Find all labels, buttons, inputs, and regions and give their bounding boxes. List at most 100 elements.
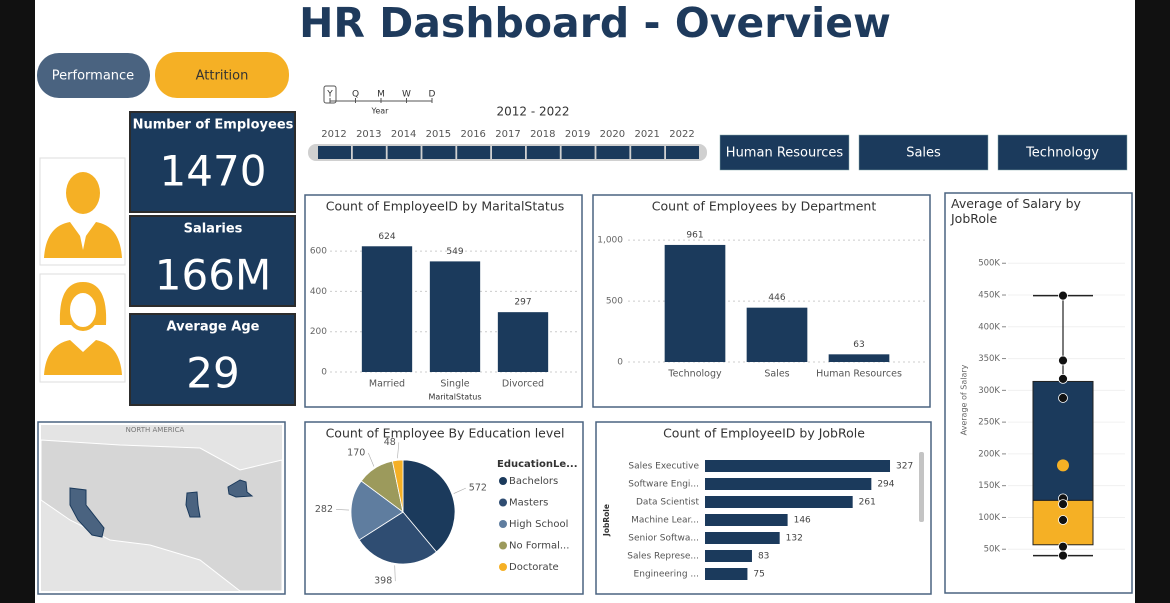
y-tick-label: Sales Executive (628, 462, 699, 472)
legend-label: No Formal... (509, 541, 569, 552)
granularity-option[interactable]: D (429, 90, 436, 100)
data-label: 261 (859, 498, 876, 508)
y-tick-label: Senior Softwa... (628, 534, 699, 544)
department-button[interactable] (719, 134, 850, 171)
timeline-segment[interactable] (526, 146, 560, 159)
mean-marker (1057, 459, 1069, 472)
legend-label: High School (509, 519, 568, 530)
department-label[interactable]: Human Resources (726, 146, 844, 161)
y-tick-label: 350K (978, 354, 1000, 364)
kpi-card (129, 215, 296, 307)
timeline-segment[interactable] (666, 146, 699, 159)
chart-title: Count of EmployeeID by MaritalStatus (326, 199, 565, 214)
timeline-segment[interactable] (596, 146, 630, 159)
highlighted-state (185, 491, 201, 518)
leader-line (453, 487, 466, 494)
y-tick-label: 200K (978, 449, 1000, 459)
bar (705, 568, 748, 580)
legend-marker (499, 541, 507, 550)
y-tick-label: 1,000 (597, 236, 623, 246)
data-label: 297 (514, 298, 531, 308)
land (40, 439, 283, 592)
data-label: 294 (877, 480, 894, 490)
data-label: 83 (758, 552, 769, 562)
data-label: 48 (384, 437, 396, 448)
bar (361, 246, 413, 372)
timeline-segment[interactable] (631, 146, 665, 159)
kpi-label: Average Age (167, 320, 260, 335)
point (1058, 515, 1068, 525)
data-label: 146 (794, 516, 811, 526)
scrollbar[interactable] (919, 452, 924, 522)
data-label: 75 (753, 570, 764, 580)
y-tick-label: 50K (984, 545, 1001, 555)
button-label[interactable]: Attrition (196, 69, 249, 84)
leader-line (397, 442, 400, 459)
bar (705, 478, 872, 490)
timeline-year: 2013 (356, 129, 381, 140)
pie-slice (391, 459, 404, 513)
timeline-year: 2016 (460, 129, 485, 140)
legend-marker (499, 520, 507, 528)
x-tick-label: Human Resources (816, 369, 902, 380)
point (1058, 499, 1068, 510)
y-tick-label: Engineering ... (634, 570, 699, 580)
data-label: 572 (469, 483, 487, 494)
y-tick-label: 0 (617, 358, 623, 368)
department-label[interactable]: Technology (1025, 146, 1099, 161)
granularity-option[interactable]: Y (326, 90, 333, 100)
legend-marker (499, 498, 507, 507)
y-tick-label: 300K (978, 386, 1000, 396)
timeline-segment[interactable] (352, 146, 386, 159)
y-tick-label: 500K (978, 259, 1000, 269)
pie-slice (402, 459, 456, 553)
map-region-label: NORTH AMERICA (126, 426, 185, 434)
kpi-card (129, 111, 296, 213)
timeline-year: 2018 (530, 129, 555, 140)
department-button[interactable] (997, 134, 1128, 171)
timeline-year: 2020 (600, 129, 625, 140)
data-label: 961 (686, 230, 703, 240)
bar (746, 307, 808, 362)
granularity-option[interactable]: M (377, 90, 385, 100)
timeline-segment[interactable] (561, 146, 595, 159)
legend-marker (499, 477, 507, 485)
timeline-segment[interactable] (492, 146, 525, 159)
dashboard-title: HR Dashboard - Overview (299, 0, 891, 47)
button-label[interactable]: Performance (52, 69, 134, 84)
granularity-option[interactable]: W (402, 90, 411, 100)
timeline-segment[interactable] (387, 146, 421, 159)
point (1058, 355, 1068, 366)
attrition-button[interactable] (155, 52, 289, 98)
legend-marker (499, 563, 507, 571)
performance-button[interactable] (37, 53, 150, 98)
bar (705, 496, 853, 508)
y-tick-label: 400 (310, 287, 327, 297)
x-axis-label: MaritalStatus (428, 393, 481, 402)
kpi-value: 29 (186, 349, 239, 398)
y-tick-label: 450K (978, 291, 1000, 301)
kpi-value: 1470 (160, 147, 267, 196)
department-label[interactable]: Sales (906, 146, 941, 161)
timeline-segment[interactable] (457, 146, 491, 159)
pie-slice (358, 511, 437, 565)
data-label: 549 (446, 247, 463, 257)
bar (705, 550, 752, 562)
bar (497, 312, 549, 372)
pie-slice (350, 480, 404, 541)
y-tick-label: 150K (978, 481, 1000, 491)
y-tick-label: 200 (310, 327, 327, 337)
y-tick-label: 500 (606, 297, 623, 307)
highlighted-state (69, 487, 105, 538)
granularity-option[interactable]: Q (352, 90, 359, 100)
chart-title: Count of Employee By Education level (326, 426, 565, 441)
department-button[interactable] (858, 134, 989, 171)
y-tick-label: Data Scientist (636, 498, 699, 508)
bar (705, 532, 780, 544)
timeline-segment[interactable] (318, 146, 351, 159)
chart-title: Count of EmployeeID by JobRole (663, 426, 865, 441)
timeline-segment[interactable] (422, 146, 456, 159)
granularity-selected (323, 85, 337, 104)
